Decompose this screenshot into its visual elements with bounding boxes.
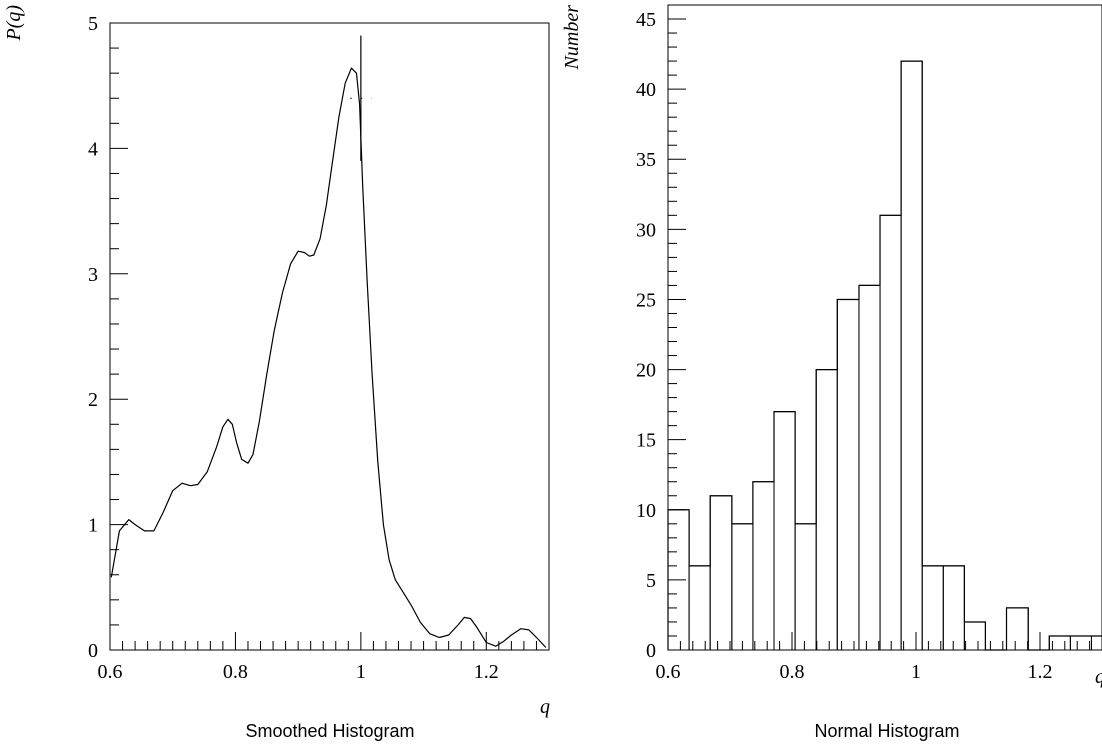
plot-frame	[109, 22, 550, 651]
smoothed-curve-line	[110, 67, 547, 648]
histogram-bar	[836, 298, 860, 651]
histogram-bar	[1090, 635, 1102, 651]
histogram-bar	[731, 523, 754, 651]
histogram-bar	[921, 565, 944, 651]
histogram-bar	[900, 60, 923, 651]
y-tick-label: 2	[88, 389, 98, 411]
histogram-bar	[709, 495, 733, 651]
error-bar-marker	[350, 35, 372, 161]
histogram-outline	[667, 60, 1102, 651]
histogram-bar	[1069, 635, 1092, 651]
chart-title-normal: Normal Histogram	[814, 721, 959, 741]
x-tick-label: 1.2	[474, 661, 499, 683]
axes-left	[109, 22, 550, 651]
histogram-step-series	[667, 60, 1102, 651]
y-axis-label-right: Number	[561, 5, 583, 71]
histogram-bar	[752, 481, 775, 651]
histogram-bar	[942, 565, 965, 651]
histogram-bar	[1006, 607, 1029, 651]
x-axis-label-left: q	[540, 696, 550, 718]
x-tick-label: 0.8	[780, 661, 805, 683]
x-tick-label: 0.8	[223, 661, 248, 683]
y-axis-label-left: P(q)	[3, 5, 25, 42]
y-tick-label: 5	[88, 13, 98, 35]
smoothed-curve-series	[110, 67, 547, 648]
x-tick-label: 1.2	[1028, 661, 1053, 683]
histogram-bar	[858, 284, 881, 651]
histogram-bar	[794, 523, 817, 651]
y-tick-label: 0	[88, 640, 98, 662]
smoothed-histogram-panel: Smoothed Histogram q P(q) 0 1 2 3 4 5 0.6 0.8 1 1…	[3, 5, 550, 741]
y-tick-label: 1	[88, 515, 98, 537]
y-tick-label: 10	[636, 500, 656, 522]
chart-title-smoothed: Smoothed Histogram	[245, 721, 414, 741]
y-tick-label: 35	[636, 149, 656, 171]
y-tick-label: 5	[646, 570, 656, 592]
histogram-bar	[815, 369, 838, 651]
y-tick-label: 4	[88, 138, 98, 160]
x-tick-label: 0.6	[656, 661, 681, 683]
y-tick-label: 45	[636, 9, 656, 31]
x-tick-label: 1	[911, 661, 921, 683]
y-tick-label: 15	[636, 430, 656, 452]
normal-histogram-panel: Normal Histogram q Number 0 5 10 15 20 25 30 35…	[561, 4, 1102, 741]
x-tick-label: 1	[356, 661, 366, 683]
tick-marks-right	[667, 4, 1102, 651]
histogram-bar	[773, 411, 796, 651]
y-tick-label: 25	[636, 289, 656, 311]
plot-frame	[667, 4, 1102, 651]
tick-marks-left	[109, 22, 550, 651]
y-tick-label: 3	[88, 264, 98, 286]
axes-right	[667, 4, 1102, 651]
tick-labels-left: 0 1 2 3 4 5 0.6 0.8 1 1.2	[88, 13, 499, 683]
x-axis-label-right: q	[1095, 666, 1102, 688]
histogram-bar	[879, 214, 902, 651]
histogram-bar	[963, 621, 986, 651]
x-tick-label: 0.6	[98, 661, 123, 683]
histogram-bar	[688, 565, 711, 651]
tick-labels-right: 0 5 10 15 20 25 30 35 40 45 0.6 0.8 1 1.2	[636, 9, 1053, 683]
y-tick-label: 30	[636, 219, 656, 241]
y-tick-label: 0	[646, 640, 656, 662]
y-tick-label: 20	[636, 360, 656, 382]
y-tick-label: 40	[636, 79, 656, 101]
